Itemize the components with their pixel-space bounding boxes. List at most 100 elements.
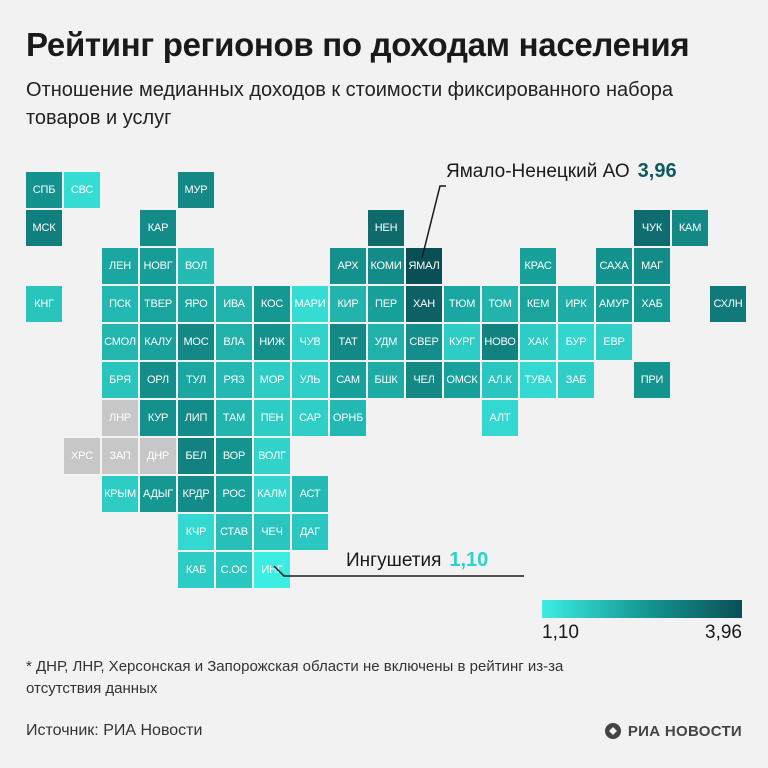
- region-tile: КАБ: [178, 552, 214, 588]
- color-scale-bar: [542, 600, 742, 618]
- region-tile: ХАН: [406, 286, 442, 322]
- ria-logo-text: РИА НОВОСТИ: [627, 722, 742, 740]
- region-tile: КУР: [140, 400, 176, 436]
- region-tile: АЛ.К: [482, 362, 518, 398]
- region-tile: ОРЛ: [140, 362, 176, 398]
- region-tile: ЧУВ: [292, 324, 328, 360]
- region-tile: ПЕН: [254, 400, 290, 436]
- region-tile: ЗАП: [102, 438, 138, 474]
- region-tile: МУР: [178, 172, 214, 208]
- region-tile: КАМ: [672, 210, 708, 246]
- region-tile: СПБ: [26, 172, 62, 208]
- region-tile: САМ: [330, 362, 366, 398]
- region-tile: КРДР: [178, 476, 214, 512]
- region-tile: МОС: [178, 324, 214, 360]
- region-tile: БУР: [558, 324, 594, 360]
- region-tile: КУРГ: [444, 324, 480, 360]
- region-tile: КАР: [140, 210, 176, 246]
- yamal-callout-line: [421, 185, 446, 259]
- color-scale-min-label: 1,10: [542, 622, 579, 643]
- region-tile: ЛИП: [178, 400, 214, 436]
- region-tile: РОС: [216, 476, 252, 512]
- region-tile: КРАС: [520, 248, 556, 284]
- region-tile: КОС: [254, 286, 290, 322]
- yamal-callout-value: 3,96: [637, 160, 677, 182]
- region-tile: НЕН: [368, 210, 404, 246]
- region-tile: ЧЕЛ: [406, 362, 442, 398]
- ingush-callout-line: [273, 565, 524, 577]
- region-tile: ИНГ: [254, 552, 290, 588]
- ingush-callout-name: Ингушетия: [346, 550, 442, 571]
- region-tile: ТОМ: [482, 286, 518, 322]
- region-tile: ДНР: [140, 438, 176, 474]
- region-tile: ЯМАЛ: [406, 248, 442, 284]
- region-tile: АЛТ: [482, 400, 518, 436]
- region-tile: ТУВА: [520, 362, 556, 398]
- region-tile: ВОЛ: [178, 248, 214, 284]
- region-tile: САХА: [596, 248, 632, 284]
- region-tile: СМОЛ: [102, 324, 138, 360]
- ria-logo-icon: [604, 723, 621, 739]
- region-tile: АРХ: [330, 248, 366, 284]
- region-tile: СХЛН: [710, 286, 746, 322]
- region-tile: ПРИ: [634, 362, 670, 398]
- region-tile: ПСК: [102, 286, 138, 322]
- region-tile: КИР: [330, 286, 366, 322]
- region-tile: УЛЬ: [292, 362, 328, 398]
- yamal-callout: Ямало-Ненецкий АО 3,96: [446, 160, 677, 183]
- region-tile: ИВА: [216, 286, 252, 322]
- region-tile: АМУР: [596, 286, 632, 322]
- region-tile: НОВО: [482, 324, 518, 360]
- region-tile: ЯРО: [178, 286, 214, 322]
- source-note: Источник: РИА Новости: [26, 722, 203, 739]
- footnote: * ДНР, ЛНР, Херсонская и Запорожская обл…: [26, 658, 564, 697]
- region-tile: НИЖ: [254, 324, 290, 360]
- region-tile: БРЯ: [102, 362, 138, 398]
- region-tile: СТАВ: [216, 514, 252, 550]
- region-tile: КЧР: [178, 514, 214, 550]
- region-tile: АДЫГ: [140, 476, 176, 512]
- region-tile: ВЛА: [216, 324, 252, 360]
- region-tile: ОМСК: [444, 362, 480, 398]
- region-tile: ТУЛ: [178, 362, 214, 398]
- region-tile: МОР: [254, 362, 290, 398]
- region-tile: БЕЛ: [178, 438, 214, 474]
- region-tile: ТВЕР: [140, 286, 176, 322]
- region-tile: АСТ: [292, 476, 328, 512]
- yamal-callout-name: Ямало-Ненецкий АО: [446, 161, 630, 182]
- region-tile: ТАМ: [216, 400, 252, 436]
- region-tile: КНГ: [26, 286, 62, 322]
- region-tile: ЛНР: [102, 400, 138, 436]
- region-tile: ЧУК: [634, 210, 670, 246]
- region-tile: УДМ: [368, 324, 404, 360]
- region-tile: КОМИ: [368, 248, 404, 284]
- region-tile: КАЛУ: [140, 324, 176, 360]
- region-tile: ХАБ: [634, 286, 670, 322]
- region-tile: ИРК: [558, 286, 594, 322]
- region-tile: НОВГ: [140, 248, 176, 284]
- region-tile: САР: [292, 400, 328, 436]
- color-scale-max-label: 3,96: [705, 622, 742, 643]
- region-tile: ОРНБ: [330, 400, 366, 436]
- region-tile: ХАК: [520, 324, 556, 360]
- region-tile: ДАГ: [292, 514, 328, 550]
- region-tile: ЗАБ: [558, 362, 594, 398]
- region-tile: МАГ: [634, 248, 670, 284]
- region-tile: СВЕР: [406, 324, 442, 360]
- region-tile: СВС: [64, 172, 100, 208]
- region-tile: ВОЛГ: [254, 438, 290, 474]
- region-tile: ЕВР: [596, 324, 632, 360]
- region-tile: БШК: [368, 362, 404, 398]
- region-tile: ПЕР: [368, 286, 404, 322]
- chart-title: Рейтинг регионов по доходам населения: [26, 26, 690, 63]
- region-tile: ЧЕЧ: [254, 514, 290, 550]
- region-tile: КРЫМ: [102, 476, 138, 512]
- region-tile: МАРИ: [292, 286, 328, 322]
- ingush-callout: Ингушетия 1,10: [346, 549, 488, 572]
- region-tile: ХРС: [64, 438, 100, 474]
- region-tile: КЕМ: [520, 286, 556, 322]
- region-tile: РЯЗ: [216, 362, 252, 398]
- ria-logo: РИА НОВОСТИ: [604, 722, 742, 740]
